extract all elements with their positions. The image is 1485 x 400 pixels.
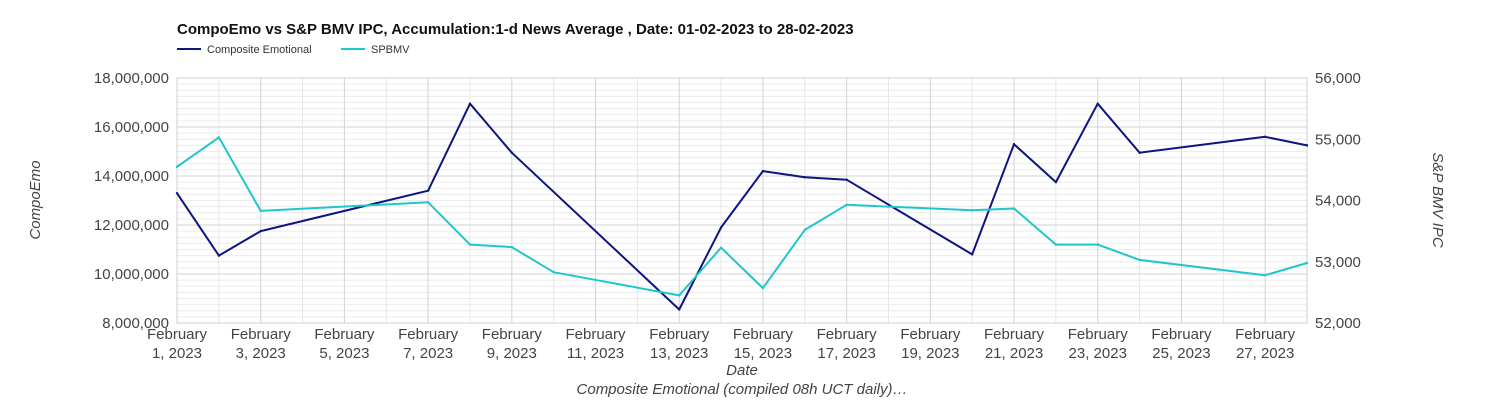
x-tick-label: 9, 2023: [487, 345, 537, 362]
x-tick-label: 11, 2023: [567, 345, 624, 362]
x-tick-label: 1, 2023: [152, 345, 202, 362]
y-left-tick-label: 12,000,000: [94, 217, 169, 234]
plot-frame: [176, 77, 1308, 324]
data-point-composite-emotional: [761, 169, 765, 173]
y-left-tick-label: 14,000,000: [94, 168, 169, 185]
data-point-spbmv: [217, 136, 221, 139]
y-axis-right-title: S&P BMV IPC: [1429, 152, 1446, 247]
x-tick-label: February: [231, 326, 292, 343]
data-point-spbmv: [552, 270, 555, 274]
x-axis-ticks: February 1, 2023 February 3, 2023 February 5,…: [147, 326, 1296, 362]
data-point-composite-emotional: [1305, 144, 1309, 147]
y-right-tick-label: 56,000: [1315, 70, 1361, 87]
data-point-spbmv: [803, 228, 806, 232]
y-axis-left-ticks: 8,000,000 10,000,000 12,000,000 14,000,000 1…: [94, 70, 169, 332]
x-tick-label: 19, 2023: [901, 345, 959, 362]
data-point-composite-emotional: [1012, 142, 1016, 146]
data-point-composite-emotional: [1096, 102, 1099, 105]
y-right-tick-label: 52,000: [1315, 315, 1361, 332]
series-line-composite-emotional: [176, 102, 1308, 311]
data-point-spbmv: [259, 209, 262, 213]
x-tick-label: 3, 2023: [236, 345, 286, 362]
x-tick-label: February: [817, 326, 878, 343]
x-tick-label: 5, 2023: [319, 345, 369, 362]
data-point-composite-emotional: [803, 176, 806, 179]
y-left-tick-label: 16,000,000: [94, 119, 169, 136]
x-tick-label: 25, 2023: [1152, 345, 1210, 362]
data-point-spbmv: [1012, 207, 1016, 210]
data-point-spbmv: [510, 245, 514, 249]
x-tick-label: February: [733, 326, 794, 343]
data-point-spbmv: [719, 246, 723, 249]
y-right-tick-label: 53,000: [1315, 254, 1361, 271]
data-point-composite-emotional: [510, 151, 514, 154]
x-tick-label: 21, 2023: [985, 345, 1043, 362]
data-point-composite-emotional: [175, 191, 179, 195]
data-point-composite-emotional: [1138, 151, 1141, 154]
data-point-spbmv: [761, 286, 765, 290]
data-point-spbmv: [970, 209, 974, 212]
data-point-composite-emotional: [1263, 135, 1267, 138]
x-tick-label: 17, 2023: [817, 345, 875, 362]
data-point-spbmv: [426, 201, 430, 204]
data-point-spbmv: [845, 203, 848, 206]
chart-title: CompoEmo vs S&P BMV IPC, Accumulation:1-…: [177, 21, 854, 38]
x-tick-label: February: [984, 326, 1045, 343]
data-point-composite-emotional: [719, 226, 723, 229]
x-tick-label: February: [482, 326, 543, 343]
x-tick-label: February: [1235, 326, 1296, 343]
data-point-composite-emotional: [678, 308, 681, 311]
series-lines: [175, 102, 1309, 311]
x-tick-label: 7, 2023: [403, 345, 453, 362]
legend: Composite Emotional SPBMV: [177, 44, 410, 56]
y-right-tick-label: 54,000: [1315, 193, 1361, 210]
series-line-spbmv: [176, 136, 1308, 297]
data-point-spbmv: [1054, 243, 1058, 246]
x-tick-label: February: [147, 326, 208, 343]
data-point-composite-emotional: [217, 254, 221, 257]
data-point-composite-emotional: [259, 229, 262, 233]
gridlines: [176, 77, 1308, 324]
x-tick-label: 23, 2023: [1069, 345, 1127, 362]
data-point-spbmv: [1096, 243, 1099, 246]
x-tick-label: February: [566, 326, 627, 343]
data-point-spbmv: [1138, 258, 1141, 262]
y-left-tick-label: 18,000,000: [94, 70, 169, 87]
y-right-tick-label: 55,000: [1315, 131, 1361, 148]
data-point-composite-emotional: [970, 253, 974, 256]
x-tick-label: February: [1151, 326, 1212, 343]
data-point-composite-emotional: [426, 189, 430, 192]
y-axis-left-title: CompoEmo: [27, 160, 44, 239]
y-axis-right-ticks: 52,000 53,000 54,000 55,000 56,000: [1315, 70, 1361, 332]
x-tick-label: February: [398, 326, 459, 343]
x-tick-label: February: [649, 326, 710, 343]
data-point-composite-emotional: [1054, 180, 1058, 184]
x-tick-label: February: [1068, 326, 1129, 343]
data-point-spbmv: [1305, 261, 1309, 265]
x-tick-label: February: [314, 326, 375, 343]
data-point-spbmv: [1263, 274, 1267, 277]
data-point-spbmv: [678, 294, 681, 297]
data-point-composite-emotional: [468, 102, 472, 105]
data-point-composite-emotional: [845, 178, 848, 181]
legend-label-composite-emotional: Composite Emotional: [207, 44, 312, 56]
x-tick-label: 27, 2023: [1236, 345, 1294, 362]
legend-label-spbmv: SPBMV: [371, 44, 410, 56]
chart-footer: Composite Emotional (compiled 08h UCT da…: [577, 381, 908, 398]
y-left-tick-label: 10,000,000: [94, 266, 169, 283]
data-point-spbmv: [468, 243, 472, 246]
data-point-spbmv: [175, 165, 179, 169]
x-axis-title: Date: [726, 362, 758, 379]
x-tick-label: 13, 2023: [650, 345, 708, 362]
y-left-tick-label: 8,000,000: [102, 315, 169, 332]
x-tick-label: 15, 2023: [734, 345, 792, 362]
x-tick-label: February: [900, 326, 961, 343]
